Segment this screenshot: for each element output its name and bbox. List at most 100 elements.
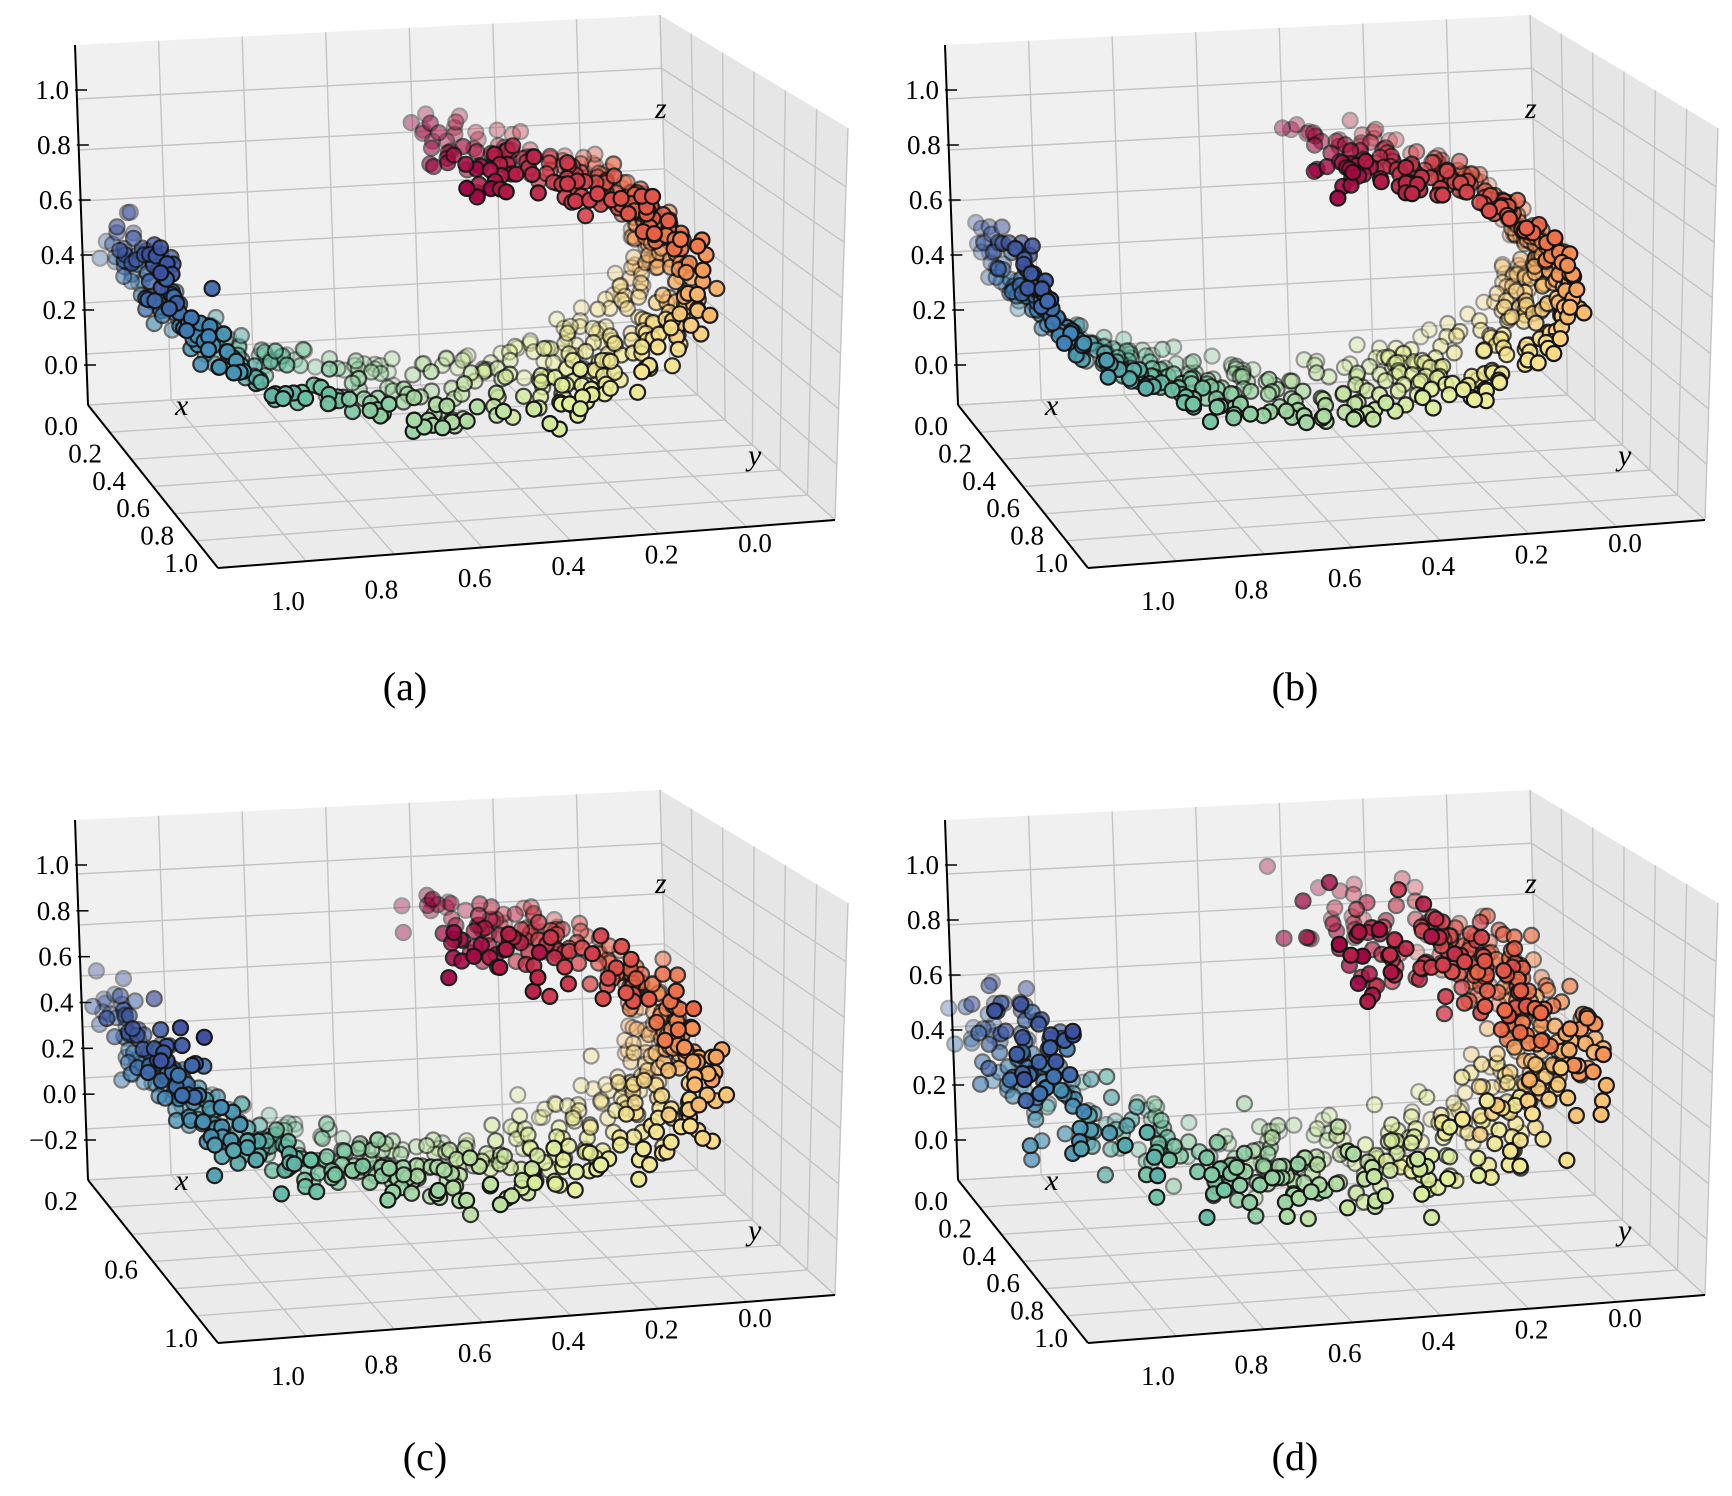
grid-line [325,807,339,1166]
scatter-point [1305,1126,1323,1144]
x-tick-label: 0.2 [938,438,972,468]
scatter-point [663,357,682,375]
scatter-point [1334,384,1352,403]
x-tick-label: 0.4 [92,466,126,496]
scatter-point [633,338,651,356]
z-axis-label: z [1524,867,1537,900]
scatter-point [611,276,630,295]
scatter-point [572,299,591,317]
scatter-point [601,299,619,317]
scatter-point [1505,940,1524,958]
scatter-point [1551,330,1569,348]
scatter-point [1023,237,1041,255]
scatter-point [1575,304,1593,322]
scatter-point [1480,202,1498,220]
scatter-point [970,1024,988,1042]
scatter-point [1381,1161,1399,1179]
back-pane [75,15,670,405]
grid-line [157,815,172,1176]
scatter-point [1454,381,1472,399]
scatter-point [683,1019,702,1038]
scatter-point [1370,339,1389,357]
scatter-point [980,1059,998,1077]
scatter-point [285,1155,303,1173]
scatter-point [1345,875,1363,893]
scatter-point [633,363,651,381]
grid-line [131,419,726,461]
scatter-point [502,1118,520,1136]
scatter-point [556,958,574,976]
scatter-point [1283,372,1301,390]
scatter-point [510,1107,529,1125]
scatter-point [1478,1020,1497,1038]
grid-line [131,1194,726,1236]
scatter-point [504,137,522,155]
y-tick-label: 0.0 [1608,528,1642,558]
z-tick-label: 0.2 [912,295,946,325]
grid-line [952,218,1536,253]
scatter-point [1275,929,1293,947]
scatter-point [1495,962,1513,980]
scatter-point [206,1167,224,1185]
scatter-point [643,187,662,206]
grid-line [948,117,1533,151]
scatter-point [152,1021,170,1039]
scatter-point [1017,1092,1035,1110]
scatter-point [1030,1053,1048,1071]
scatter-point [1064,1022,1082,1040]
grid-line [1044,1244,1651,1290]
scatter-point [225,364,243,382]
scatter-point [1558,256,1577,274]
scatter-point [497,183,515,201]
scatter-point [84,997,102,1015]
scatter-point [1277,402,1295,420]
scatter-point [1022,265,1040,283]
scatter-point [694,1129,712,1147]
scatter-point [429,1181,447,1200]
scatter-point [1145,1148,1163,1166]
scatter-point [1453,1068,1471,1086]
scatter-point [1118,1117,1136,1135]
scatter-point [1412,328,1430,346]
scatter-point [1056,1125,1074,1143]
scatter-point [521,332,540,350]
z-tick-label: 0.6 [909,960,943,990]
scatter-point [1455,994,1474,1012]
grid-line [1066,1269,1678,1317]
scatter-point [1567,1106,1586,1125]
scatter-point [1527,1055,1545,1073]
scatter-point [1241,405,1259,423]
scatter-point [1493,256,1512,274]
z-axis-line [74,819,89,1181]
scatter-point [500,343,519,361]
scatter-point [455,375,473,393]
panel-a: 0.00.20.40.60.81.00.00.20.40.60.81.01.0 0… [35,14,849,616]
y-tick-label: 0.4 [551,1326,585,1356]
scatter-point [457,155,475,173]
scatter-point [567,1163,585,1181]
grid-line [721,52,726,421]
scatter-point [1445,1094,1463,1112]
scatter-point [1251,1118,1269,1136]
y-tick-label: 0.6 [1328,563,1362,593]
z-tick-label: 0.4 [41,240,75,270]
scatter-point [231,1115,249,1133]
scatter-point [183,1056,201,1074]
z-tick-label: 0.4 [911,240,945,270]
scatter-point [1259,385,1277,403]
scatter-point [1145,1095,1163,1113]
scatter-point [654,286,672,304]
scatter-point [1324,915,1342,933]
scatter-point [617,1105,636,1123]
scatter-point [648,1013,666,1031]
scatter-point [564,1109,582,1127]
y-axis-line [1087,519,1706,569]
grid-line [779,90,787,471]
scatter-point [278,356,296,374]
scatter-point [1098,351,1116,369]
y-tick-label: 0.6 [458,563,492,593]
scatter-point [596,290,615,308]
grid-line [806,109,818,496]
scatter-point [1235,1144,1253,1162]
grid-line [82,218,666,253]
